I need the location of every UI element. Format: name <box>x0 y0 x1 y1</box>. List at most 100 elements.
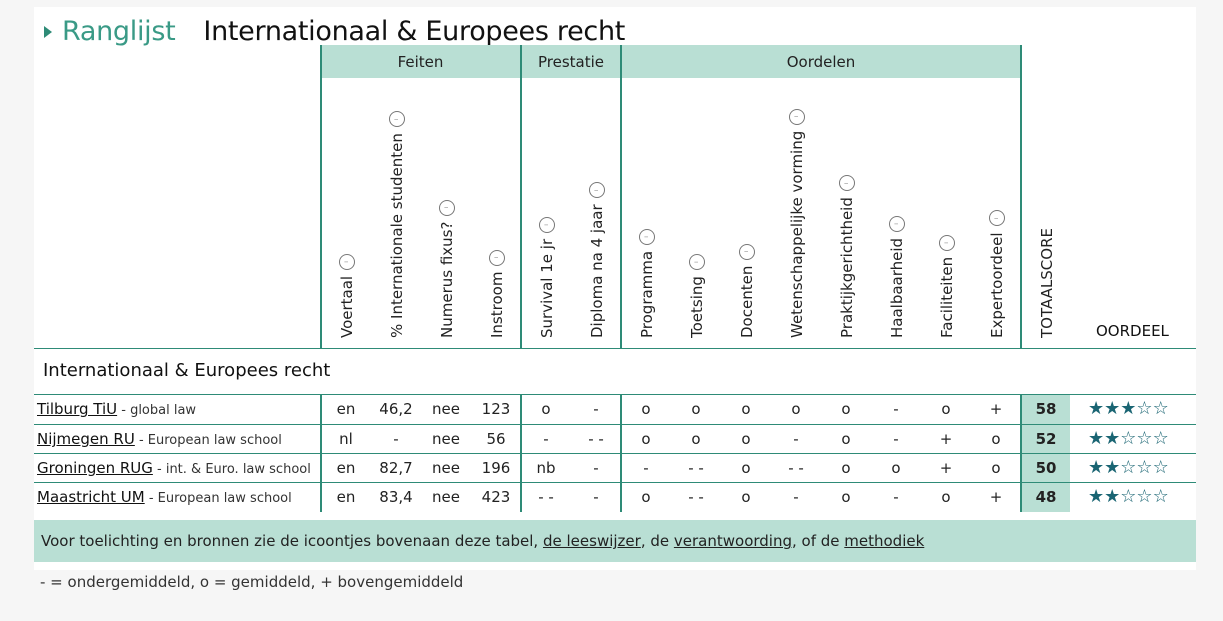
cell-faciliteiten: o <box>941 400 951 418</box>
cell-wetenschap: o <box>791 400 801 418</box>
divider <box>520 45 522 348</box>
cell-expert: o <box>991 459 1001 477</box>
footer-sep: , de <box>640 532 674 550</box>
info-icon[interactable]: i <box>539 216 555 233</box>
legend: - = ondergemiddeld, o = gemiddeld, + bov… <box>40 573 464 591</box>
cell-voertaal: nl <box>339 430 353 448</box>
info-icon[interactable]: i <box>789 108 805 125</box>
cell-instroom: 123 <box>481 400 511 418</box>
divider <box>1020 395 1022 512</box>
table-row: Nijmegen RU - European law school nl - n… <box>34 425 1196 454</box>
col-totaal: TOTAALSCORE <box>1023 78 1073 348</box>
title-row: Ranglijst Internationaal & Europees rech… <box>44 11 625 51</box>
col-instroom: Instroom i <box>473 78 523 348</box>
divider <box>520 395 522 512</box>
ranking-panel: Ranglijst Internationaal & Europees rech… <box>34 7 1196 570</box>
methodiek-link[interactable]: methodiek <box>844 532 925 550</box>
col-voertaal: Voertaal i <box>323 78 373 348</box>
program-subtitle: - European law school <box>134 433 282 448</box>
cell-praktijk: o <box>841 459 851 477</box>
col-label: Toetsing <box>688 276 706 338</box>
info-icon[interactable]: i <box>639 228 655 245</box>
col-label: % Internationale studenten <box>388 133 406 338</box>
triangle-right-icon[interactable] <box>44 26 52 38</box>
info-icon[interactable]: i <box>989 210 1005 227</box>
star-icon: ★ <box>1088 398 1105 419</box>
institution-link[interactable]: Tilburg TiU <box>37 400 118 418</box>
col-label: TOTAALSCORE <box>1038 228 1056 338</box>
verantwoording-link[interactable]: verantwoording <box>673 532 792 550</box>
institution-link[interactable]: Nijmegen RU <box>37 430 135 448</box>
info-icon[interactable]: i <box>689 254 705 271</box>
program-subtitle: - int. & Euro. law school <box>152 462 311 477</box>
col-label: Wetenschappelijke vorming <box>788 130 806 338</box>
cell-internationale: 46,2 <box>379 400 413 418</box>
cell-expert: + <box>989 488 1003 506</box>
info-icon[interactable]: i <box>389 111 405 128</box>
info-icon[interactable]: i <box>889 215 905 232</box>
divider <box>620 395 622 512</box>
star-icon: ★ <box>1088 457 1105 478</box>
divider <box>34 424 1196 425</box>
col-internationale: % Internationale studenten i <box>373 78 423 348</box>
cell-wetenschap: - <box>793 430 799 448</box>
col-diploma: Diploma na 4 jaar i <box>573 78 623 348</box>
cell-internationale: - <box>393 430 399 448</box>
cell-docenten: o <box>741 430 751 448</box>
cell-praktijk: o <box>841 488 851 506</box>
star-icon: ☆ <box>1120 428 1137 449</box>
cell-survival: o <box>541 400 551 418</box>
cell-internationale: 82,7 <box>379 459 413 477</box>
institution-link[interactable]: Groningen RUG <box>37 459 153 477</box>
footer-prefix: Voor toelichting en bronnen zie de icoon… <box>41 532 543 550</box>
col-expert: Expertoordeel i <box>973 78 1023 348</box>
col-docenten: Docenten i <box>723 78 773 348</box>
cell-praktijk: o <box>841 430 851 448</box>
total-score: 58 <box>1022 395 1070 424</box>
cell-faciliteiten: o <box>941 488 951 506</box>
col-label: Docenten <box>738 265 756 338</box>
info-icon[interactable]: i <box>589 182 605 199</box>
cell-docenten: o <box>741 488 751 506</box>
divider <box>320 45 322 348</box>
institution-name: Maastricht UM - European law school <box>37 488 292 506</box>
institution-link[interactable]: Maastricht UM <box>37 488 145 506</box>
star-icon: ☆ <box>1120 457 1137 478</box>
info-icon[interactable]: i <box>339 253 355 270</box>
col-label: Faciliteiten <box>938 256 956 338</box>
info-icon[interactable]: i <box>489 249 505 266</box>
info-icon[interactable]: i <box>839 175 855 192</box>
cell-survival: - <box>543 430 549 448</box>
institution-name: Tilburg TiU - global law <box>37 400 196 418</box>
col-label: Survival 1e jr <box>538 238 556 338</box>
section-title: Internationaal & Europees recht <box>43 360 331 381</box>
col-praktijk: Praktijkgerichtheid i <box>823 78 873 348</box>
star-icon: ☆ <box>1152 457 1169 478</box>
table-row: Tilburg TiU - global law en 46,2 nee 123… <box>34 395 1196 424</box>
cell-instroom: 423 <box>481 488 511 506</box>
ranking-label[interactable]: Ranglijst <box>62 15 176 47</box>
col-label: Voertaal <box>338 275 356 338</box>
star-rating: ★★☆☆☆ <box>1088 428 1169 449</box>
leeswijzer-link[interactable]: de leeswijzer <box>542 532 641 550</box>
cell-programma: o <box>641 430 651 448</box>
star-icon: ★ <box>1088 486 1105 507</box>
divider <box>34 482 1196 483</box>
cell-wetenschap: - <box>793 488 799 506</box>
cell-toetsing: - - <box>688 488 704 506</box>
info-icon[interactable]: i <box>739 243 755 260</box>
cell-toetsing: o <box>691 430 701 448</box>
col-label: Diploma na 4 jaar <box>588 204 606 338</box>
info-icon[interactable]: i <box>439 199 455 216</box>
info-icon[interactable]: i <box>939 234 955 251</box>
group-prestatie: Prestatie <box>522 45 620 78</box>
cell-toetsing: - - <box>688 459 704 477</box>
col-oordeel: OORDEEL <box>1096 322 1169 340</box>
col-survival: Survival 1e jr i <box>523 78 573 348</box>
cell-diploma: - <box>593 400 599 418</box>
divider <box>320 395 322 512</box>
divider <box>34 394 1196 395</box>
group-oordelen: Oordelen <box>622 45 1020 78</box>
cell-diploma: - <box>593 459 599 477</box>
group-feiten: Feiten <box>321 45 520 78</box>
